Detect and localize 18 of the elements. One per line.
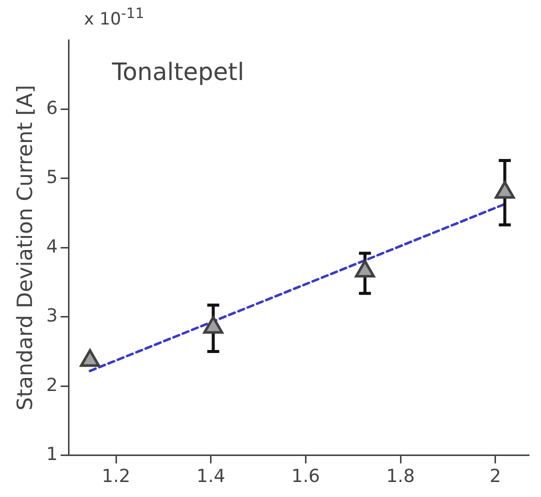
y-tick-label: 3 bbox=[46, 306, 58, 327]
x-tick-label: 1.2 bbox=[102, 466, 130, 487]
y-tick-label: 1 bbox=[46, 444, 58, 466]
x-tick-label: 1.4 bbox=[196, 466, 226, 487]
x-tick-label: 2 bbox=[490, 466, 502, 487]
annotation: Tonaltepetl bbox=[112, 58, 244, 86]
x-tick-label: 1.8 bbox=[386, 466, 415, 487]
point bbox=[203, 316, 224, 334]
point bbox=[355, 260, 375, 278]
text: x 10$^{-11}$ bbox=[84, 6, 144, 30]
y-tick-label: 5 bbox=[46, 167, 58, 188]
y-tick-label: 4 bbox=[46, 236, 58, 258]
y-tick-label: 2 bbox=[46, 374, 58, 396]
y-tick-label: 6 bbox=[46, 98, 58, 119]
x-tick-label: 1.6 bbox=[291, 466, 320, 487]
point bbox=[494, 181, 515, 199]
y-axis-title: Standard Deviation Current [A] bbox=[13, 84, 38, 411]
point bbox=[80, 349, 100, 367]
